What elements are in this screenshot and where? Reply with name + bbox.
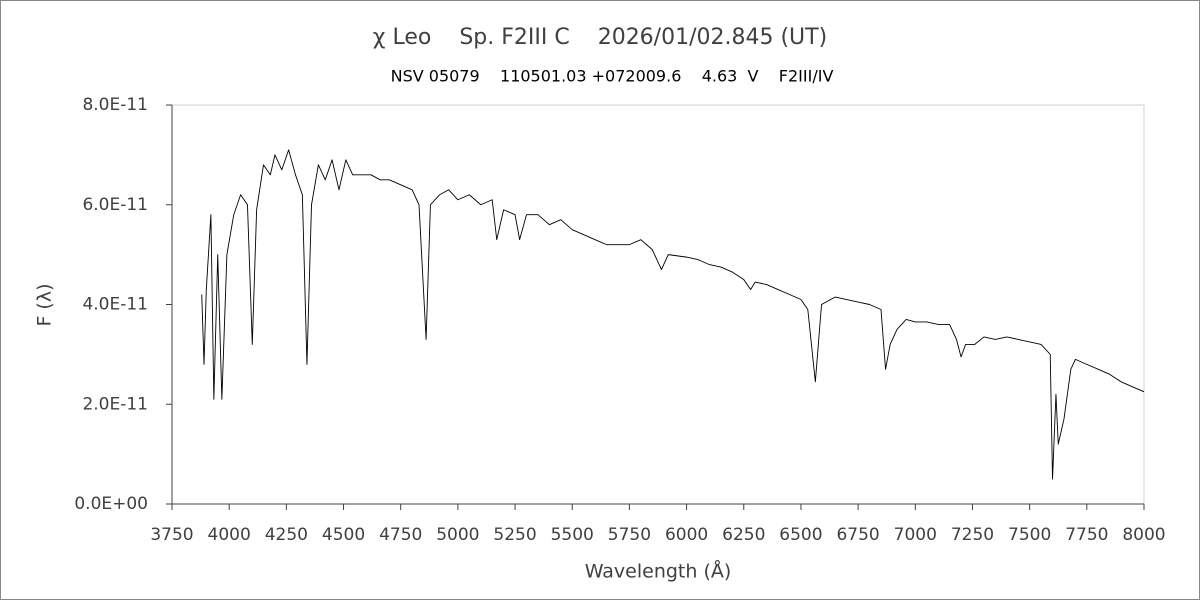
y-tick-label: 0.0E+00 — [74, 494, 148, 514]
x-tick-label: 6750 — [836, 525, 879, 545]
y-tick-label: 6.0E-11 — [82, 195, 148, 215]
x-tick-label: 6500 — [779, 525, 822, 545]
x-tick-label: 7500 — [1008, 525, 1051, 545]
x-tick-label: 6000 — [665, 525, 708, 545]
x-tick-label: 4250 — [265, 525, 308, 545]
x-tick-label: 7000 — [894, 525, 937, 545]
x-tick-label: 7250 — [951, 525, 994, 545]
x-tick-label: 7750 — [1065, 525, 1108, 545]
x-tick-label: 5500 — [551, 525, 594, 545]
y-tick-label: 4.0E-11 — [82, 295, 148, 315]
y-tick-label: 2.0E-11 — [82, 394, 148, 414]
chart-title: χ Leo Sp. F2III C 2026/01/02.845 (UT) — [373, 25, 827, 50]
y-axis-label: F (λ) — [34, 283, 56, 326]
chart-subtitle: NSV 05079 110501.03 +072009.6 4.63 V F2I… — [391, 67, 834, 86]
x-tick-label: 4750 — [379, 525, 422, 545]
x-tick-label: 5000 — [436, 525, 479, 545]
x-tick-label: 4000 — [208, 525, 251, 545]
x-tick-label: 6250 — [722, 525, 765, 545]
y-tick-label: 8.0E-11 — [82, 95, 148, 115]
x-tick-label: 3750 — [150, 525, 193, 545]
x-axis-label: Wavelength (Å) — [585, 560, 732, 583]
x-tick-label: 5750 — [608, 525, 651, 545]
x-tick-label: 5250 — [493, 525, 536, 545]
x-tick-label: 8000 — [1122, 525, 1165, 545]
spectrum-line — [201, 149, 1145, 480]
x-tick-label: 4500 — [322, 525, 365, 545]
